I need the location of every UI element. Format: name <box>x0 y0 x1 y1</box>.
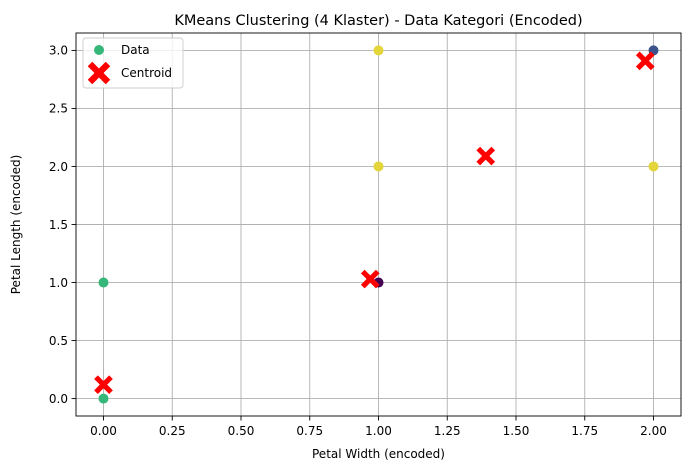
x-tick-label: 0.25 <box>159 424 186 438</box>
centroid-point <box>635 51 655 71</box>
centroid-point <box>360 269 380 289</box>
y-tick-label: 1.0 <box>49 276 68 290</box>
data-point <box>373 45 384 56</box>
data-point <box>98 393 109 404</box>
x-axis-label: Petal Width (encoded) <box>312 447 445 461</box>
data-point <box>98 277 109 288</box>
centroid-points <box>94 51 655 394</box>
y-tick-label: 0.0 <box>49 392 68 406</box>
data-point <box>648 161 659 172</box>
y-tick-label: 2.5 <box>49 102 68 116</box>
x-tick-label: 2.00 <box>640 424 667 438</box>
legend-data-marker <box>94 45 104 55</box>
data-points <box>98 45 659 404</box>
chart-title: KMeans Clustering (4 Klaster) - Data Kat… <box>174 13 582 29</box>
grid <box>76 33 681 416</box>
y-tick-label: 3.0 <box>49 44 68 58</box>
axis-ticks: 0.00 0.25 0.50 0.75 1.00 1.25 1.50 1.75 2.00 0.0 0… <box>49 44 667 438</box>
x-tick-label: 1.50 <box>503 424 530 438</box>
x-tick-label: 1.00 <box>365 424 392 438</box>
legend-data-label: Data <box>121 43 150 57</box>
legend-box <box>82 37 184 89</box>
centroid-point <box>94 375 113 394</box>
y-tick-label: 2.0 <box>49 160 68 174</box>
x-tick-label: 1.25 <box>434 424 461 438</box>
data-point <box>373 161 384 172</box>
legend-centroid-label: Centroid <box>121 66 172 80</box>
x-tick-label: 0.50 <box>228 424 255 438</box>
legend-centroid-marker <box>87 61 111 85</box>
y-tick-label: 1.5 <box>49 218 68 232</box>
centroid-point <box>476 146 496 166</box>
legend: Data Centroid <box>82 37 184 89</box>
x-tick-label: 0.75 <box>296 424 323 438</box>
x-tick-label: 0.00 <box>90 424 117 438</box>
y-tick-label: 0.5 <box>49 334 68 348</box>
y-axis-label: Petal Length (encoded) <box>9 155 23 295</box>
x-tick-label: 1.75 <box>571 424 598 438</box>
